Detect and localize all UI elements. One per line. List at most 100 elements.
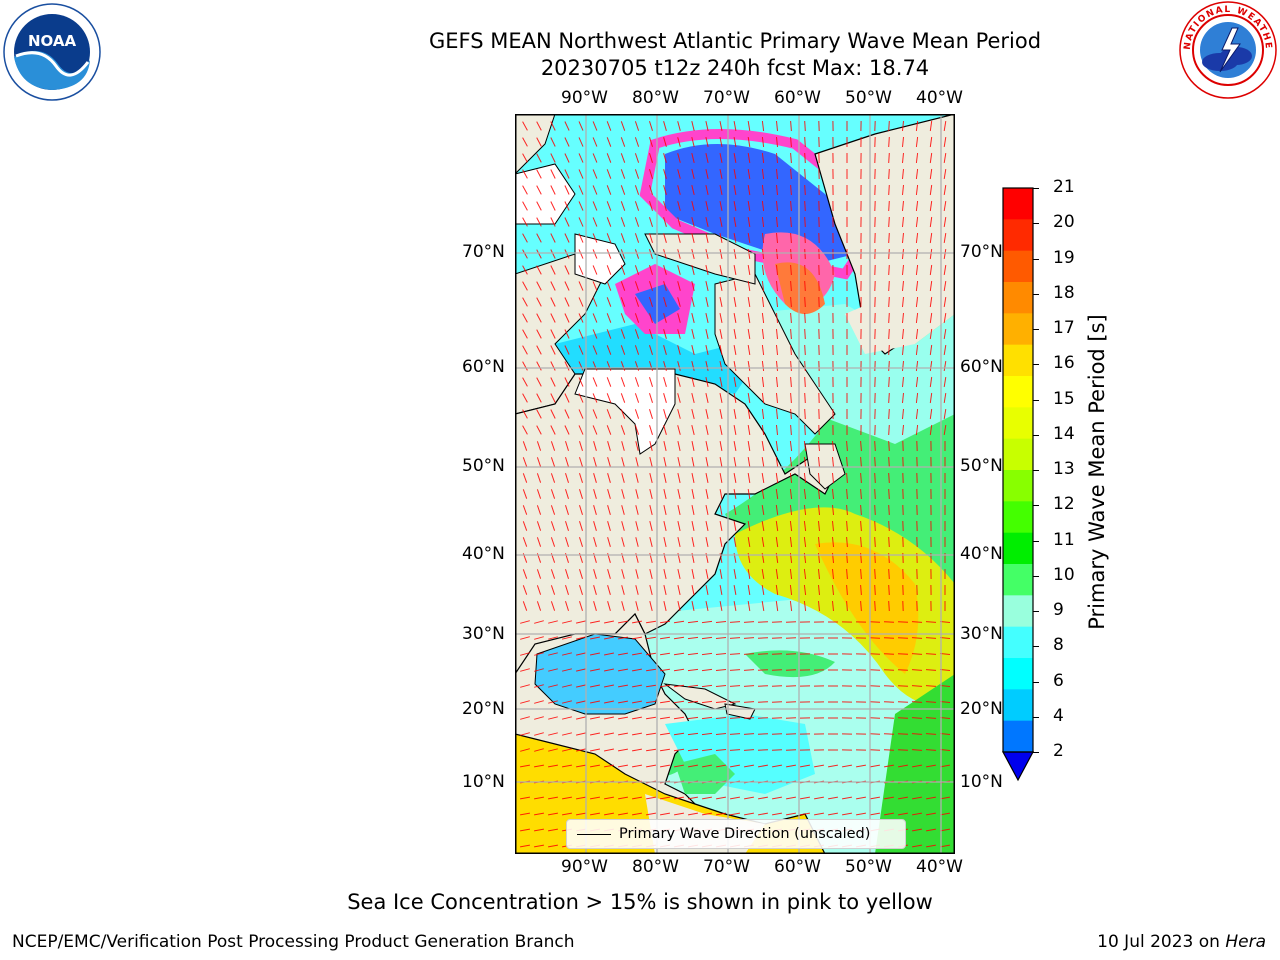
wave-direction-arrow (729, 621, 741, 623)
wave-direction-arrow (592, 137, 598, 147)
wave-direction-arrow (940, 812, 950, 816)
wave-direction-arrow (800, 764, 810, 768)
wave-direction-arrow (733, 137, 737, 147)
wave-direction-arrow (606, 409, 612, 419)
wave-direction-arrow (534, 636, 544, 640)
wave-direction-arrow (888, 216, 890, 228)
colorbar-tick-label: 12 (1053, 494, 1075, 515)
wave-direction-arrow (677, 329, 681, 339)
wave-direction-arrow (550, 409, 556, 419)
wave-direction-arrow (522, 505, 528, 515)
wave-direction-arrow (701, 636, 713, 640)
wave-direction-arrow (747, 201, 751, 211)
wave-direction-arrow (804, 328, 806, 340)
wave-direction-arrow (730, 764, 740, 768)
wave-direction-arrow (522, 137, 528, 147)
wave-direction-arrow (579, 473, 583, 483)
wave-direction-arrow (649, 313, 653, 323)
wave-direction-arrow (719, 601, 723, 611)
wave-direction-arrow (915, 360, 919, 372)
wave-direction-arrow (939, 733, 951, 735)
wave-direction-arrow (719, 265, 723, 275)
wave-direction-arrow (747, 169, 751, 179)
wave-direction-arrow (902, 408, 904, 420)
wave-direction-arrow (790, 248, 792, 260)
wave-direction-arrow (575, 700, 587, 704)
wave-direction-arrow (590, 636, 600, 640)
wave-direction-arrow (687, 636, 699, 640)
wave-direction-arrow (677, 297, 681, 307)
wave-direction-arrow (789, 568, 793, 580)
wave-direction-arrow (578, 409, 584, 419)
wave-direction-arrow (925, 685, 937, 687)
wave-direction-arrow (536, 521, 542, 531)
wave-direction-arrow (663, 185, 667, 195)
wave-direction-arrow (592, 169, 598, 179)
wave-direction-arrow (771, 749, 783, 751)
wave-direction-arrow (929, 360, 933, 372)
wave-direction-arrow (776, 248, 778, 260)
wave-direction-arrow (520, 636, 530, 640)
wave-direction-arrow (590, 652, 600, 656)
wave-direction-arrow (649, 249, 653, 259)
wave-direction-arrow (803, 520, 807, 532)
wave-direction-arrow (634, 217, 640, 227)
wave-direction-arrow (673, 748, 685, 752)
wave-direction-arrow (719, 345, 723, 355)
wave-direction-arrow (688, 764, 698, 768)
wave-direction-arrow (747, 569, 751, 579)
wave-direction-arrow (761, 424, 765, 436)
wave-direction-arrow (747, 585, 751, 595)
wave-direction-arrow (663, 121, 667, 131)
wave-direction-arrow (915, 184, 919, 196)
wave-direction-arrow (912, 844, 922, 848)
wave-direction-arrow (761, 264, 765, 276)
wave-direction-arrow (607, 601, 611, 611)
wave-direction-arrow (620, 153, 626, 163)
wave-direction-arrow (646, 748, 656, 752)
wave-direction-arrow (846, 488, 848, 500)
wave-direction-arrow (620, 329, 626, 339)
wave-direction-arrow (790, 328, 792, 340)
wave-direction-arrow (592, 249, 598, 259)
wave-direction-arrow (649, 393, 653, 403)
wave-direction-arrow (790, 200, 792, 212)
lon-label-top: 40°W (916, 88, 963, 108)
wave-direction-arrow (522, 201, 528, 211)
wave-direction-arrow (804, 184, 806, 196)
wave-direction-arrow (536, 265, 542, 275)
wave-direction-arrow (846, 536, 848, 548)
wave-direction-arrow (776, 184, 778, 196)
wave-direction-arrow (522, 281, 528, 291)
wave-direction-arrow (632, 668, 642, 672)
wave-direction-arrow (733, 473, 737, 483)
wave-direction-arrow (790, 312, 792, 324)
wave-direction-arrow (649, 265, 653, 275)
wave-direction-arrow (818, 488, 820, 500)
wave-direction-arrow (790, 152, 792, 164)
wave-direction-arrow (897, 685, 909, 687)
wave-direction-arrow (550, 201, 556, 211)
wave-direction-arrow (673, 620, 685, 624)
colorbar-tick-label: 17 (1053, 318, 1075, 338)
wave-direction-arrow (719, 329, 723, 339)
wave-direction-arrow (536, 585, 542, 595)
wave-direction-arrow (620, 233, 626, 243)
wave-direction-arrow (719, 313, 723, 323)
wave-direction-arrow (926, 764, 936, 768)
wave-direction-arrow (632, 652, 642, 656)
wave-direction-arrow (701, 684, 713, 688)
wave-direction-arrow (943, 361, 947, 371)
wave-direction-arrow (548, 764, 558, 768)
wave-direction-arrow (534, 716, 544, 720)
wave-direction-arrow (634, 233, 640, 243)
wave-direction-arrow (621, 601, 625, 611)
wave-direction-arrow (925, 653, 937, 655)
wave-direction-arrow (775, 536, 779, 548)
wave-direction-arrow (635, 537, 639, 547)
wave-direction-arrow (771, 701, 783, 703)
wave-direction-arrow (590, 716, 600, 720)
wave-direction-arrow (897, 621, 909, 623)
wave-direction-arrow (520, 700, 530, 704)
wave-direction-arrow (744, 796, 754, 800)
